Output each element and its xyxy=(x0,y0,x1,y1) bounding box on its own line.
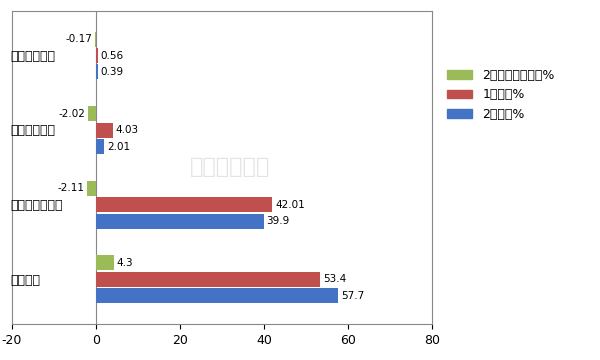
Text: 42.01: 42.01 xyxy=(275,200,305,210)
Text: -0.17: -0.17 xyxy=(66,34,93,44)
Text: 53.4: 53.4 xyxy=(323,274,346,284)
Text: 2.01: 2.01 xyxy=(107,141,130,152)
Text: 燃料电池重卡: 燃料电池重卡 xyxy=(10,124,55,138)
Legend: 2月占比环比增减%, 1月占比%, 2月占比%: 2月占比环比增减%, 1月占比%, 2月占比% xyxy=(442,64,560,126)
Bar xyxy=(95,32,96,46)
Bar xyxy=(96,48,98,63)
Bar xyxy=(96,255,114,270)
Text: 混合动力车型: 混合动力车型 xyxy=(10,50,55,63)
Text: 充电类电动重卡: 充电类电动重卡 xyxy=(10,199,62,212)
Bar xyxy=(96,272,320,287)
Bar xyxy=(96,288,338,303)
Text: -2.02: -2.02 xyxy=(58,109,85,119)
Text: 39.9: 39.9 xyxy=(266,216,289,226)
Text: 4.3: 4.3 xyxy=(116,258,133,268)
Bar xyxy=(88,106,96,121)
Bar xyxy=(96,197,272,212)
Text: 4.03: 4.03 xyxy=(115,125,139,135)
Text: 57.7: 57.7 xyxy=(341,291,364,301)
Bar xyxy=(87,181,96,196)
Text: 换电重卡: 换电重卡 xyxy=(10,274,40,287)
Text: -2.11: -2.11 xyxy=(58,183,85,193)
Bar xyxy=(96,213,263,229)
Bar xyxy=(96,123,113,138)
Text: 0.56: 0.56 xyxy=(101,50,124,60)
Text: 0.39: 0.39 xyxy=(100,67,123,77)
Bar xyxy=(96,64,98,80)
Text: 电动卡车观察: 电动卡车观察 xyxy=(190,157,271,177)
Bar xyxy=(96,139,104,154)
